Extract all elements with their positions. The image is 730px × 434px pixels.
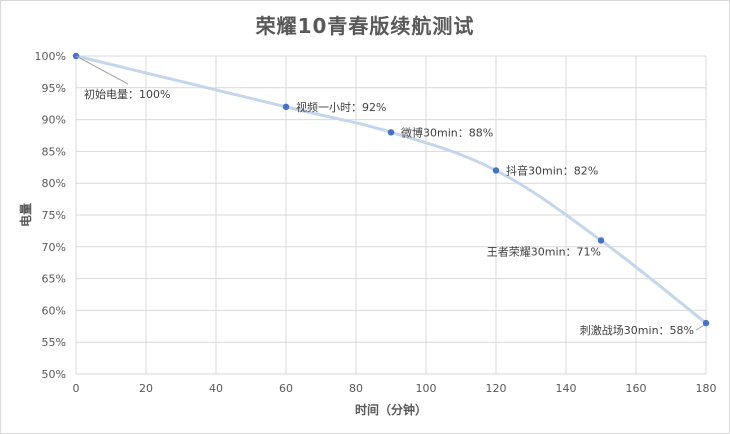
y-tick-label: 50% [42,368,66,381]
label-leader-line [695,324,705,331]
y-tick-label: 75% [42,209,66,222]
x-tick-label: 60 [279,382,293,395]
label-leader-line [75,55,129,85]
y-tick-label: 90% [42,114,66,127]
y-tick-label: 80% [42,177,66,190]
data-point [702,319,710,327]
data-label: 视频一小时：92% [296,100,386,114]
data-label: 刺激战场30min：58% [580,323,694,337]
y-tick-label: 100% [35,50,66,63]
x-tick-label: 40 [209,382,223,395]
data-point [282,103,290,111]
y-tick-label: 65% [42,273,66,286]
x-tick-label: 80 [349,382,363,395]
y-tick-label: 85% [42,145,66,158]
data-label: 王者荣耀30min：71% [487,245,601,258]
data-point [387,129,395,136]
x-tick-labels: 0 20 40 60 80 100 120 140 160 180 [73,382,717,395]
x-tick-label: 140 [556,382,577,395]
y-tick-label: 95% [42,82,66,95]
x-tick-label: 20 [139,382,153,395]
x-axis-title: 时间（分钟） [355,402,427,417]
x-tick-label: 120 [486,382,507,395]
grid-lines [75,55,707,375]
x-tick-label: 0 [73,382,80,395]
x-tick-label: 180 [696,382,717,395]
chart-title: 荣耀10青春版续航测试 [255,14,475,38]
y-tick-label: 70% [42,241,66,254]
x-tick-label: 100 [416,382,437,395]
data-labels: 初始电量：100% 视频一小时：92% 微博30min：88% 抖音30min：82%… [75,55,705,337]
data-label: 初始电量：100% [84,87,170,101]
data-point [597,237,605,244]
y-tick-label: 60% [42,304,66,317]
y-tick-label: 55% [42,336,66,349]
y-axis-title: 电量 [18,203,33,227]
series-line [74,54,708,325]
data-label: 抖音30min：82% [506,163,598,177]
data-label: 微博30min：88% [401,125,493,139]
x-tick-label: 160 [626,382,647,395]
y-tick-labels: 50% 55% 60% 65% 70% 75% 80% 85% 90% 95% 100% [35,50,66,381]
data-point [492,167,500,174]
